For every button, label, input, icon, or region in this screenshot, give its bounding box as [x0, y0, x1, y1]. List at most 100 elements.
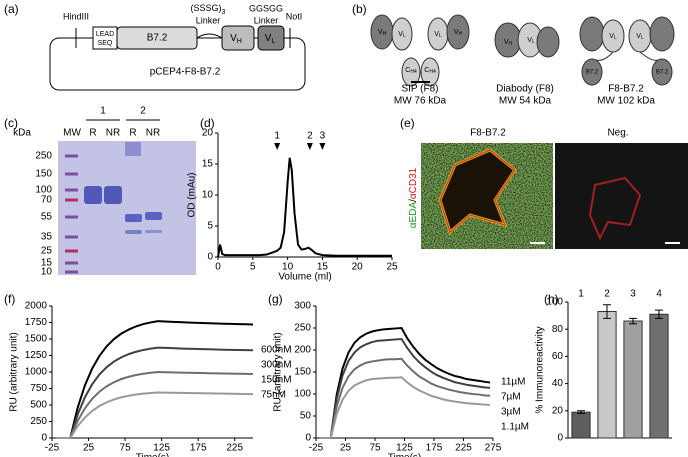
y-tick-label: 80	[552, 324, 564, 335]
panel-label: (f)	[4, 292, 15, 306]
series-label: 3µM	[501, 407, 521, 418]
gel-band	[145, 212, 162, 220]
category-label: 4	[656, 289, 662, 300]
domain-main: V	[398, 31, 403, 38]
series-label: 75nM	[261, 390, 286, 401]
x-tick-label: 15	[317, 262, 329, 273]
gel-band	[125, 230, 142, 234]
series-label: 7µM	[501, 392, 521, 403]
domain-shape	[579, 16, 605, 52]
ladder-label: 55	[41, 212, 53, 223]
group-label: 2	[140, 106, 146, 117]
domain-label: B7.2	[586, 70, 599, 76]
series-label: 300nM	[261, 360, 292, 371]
domain-shape	[536, 26, 560, 58]
domain-label: VH	[504, 39, 513, 47]
peak-marker-label: 2	[307, 131, 313, 142]
panel-label: (d)	[200, 116, 215, 130]
x-tick-label: 5	[250, 262, 256, 273]
bar	[623, 320, 643, 439]
peak-marker-label: 3	[320, 131, 326, 142]
panel-label: (h)	[544, 292, 559, 306]
x-tick-label: -25	[309, 443, 324, 454]
panel-a: (a) HindIII LEAD SEQ B7.2 (SSSG)3 Linker…	[4, 2, 306, 91]
peak-marker	[274, 143, 281, 150]
domain-sub: L	[614, 35, 617, 41]
lead-label: SEQ	[98, 40, 113, 47]
lane-label: R	[89, 128, 96, 139]
domain-main: V	[378, 29, 383, 36]
x-tick-label: 75	[120, 443, 132, 454]
y-tick-label: 1500	[25, 334, 48, 345]
panel-b: (b) VH VL VL VH CH4 CH4 SIP (F8) MW 76 k…	[352, 2, 675, 107]
image-title: Neg.	[607, 128, 628, 139]
ladder-band	[65, 261, 78, 265]
y-tick-label: 0	[305, 433, 311, 444]
x-tick-label: 10	[282, 262, 294, 273]
linker-label: Linker	[254, 15, 279, 25]
lane-label: MW	[63, 128, 81, 139]
y-tick-label: 10	[202, 190, 214, 201]
x-tick-label: 25	[83, 443, 95, 454]
error-bar	[577, 410, 585, 415]
ladder-band	[65, 188, 78, 192]
peak-marker	[306, 143, 313, 150]
x-tick-label: 75	[369, 443, 381, 454]
series-label: 600nM	[261, 345, 292, 356]
y-tick-label: 750	[30, 383, 47, 394]
micrograph	[555, 143, 688, 249]
ladder-label: 35	[41, 232, 53, 243]
bar	[571, 411, 591, 439]
panel-label: (g)	[268, 292, 283, 306]
construct-name: SIP (F8)	[401, 84, 438, 95]
y-tick-label: 250	[30, 416, 47, 427]
domain-shape	[649, 16, 675, 52]
domain-label: VL	[527, 37, 535, 45]
domain-sub: L	[532, 39, 535, 45]
domain-label: VH	[454, 29, 463, 37]
y-axis-label: OD (mAu)	[187, 173, 198, 218]
gel-band	[145, 230, 162, 233]
domain-sub: H4	[410, 69, 417, 75]
construct-mw: MW 102 kDa	[597, 96, 655, 107]
y-axis-label: RU (arbitrary unit)	[9, 332, 20, 411]
error-bar	[629, 317, 637, 325]
y-tick-label: 100	[294, 389, 311, 400]
lane-label: NR	[146, 128, 160, 139]
domain-label: VL	[636, 33, 644, 41]
x-axis-label: Volume (ml)	[278, 272, 331, 283]
bar	[597, 311, 617, 439]
y-axis-label: RU (arbitrary unit)	[273, 332, 284, 411]
x-tick-label: 125	[153, 443, 170, 454]
y-tick-label: 250	[294, 323, 311, 334]
x-tick-label: 275	[485, 443, 502, 454]
y-tick-label: 15	[202, 159, 214, 170]
domain-label: VL	[398, 31, 406, 39]
ladder-label: 25	[41, 246, 53, 257]
site-label: HindIII	[63, 11, 89, 21]
panel-label: (c)	[4, 116, 18, 130]
gel-band	[104, 186, 122, 204]
lane-label: NR	[106, 128, 120, 139]
y-tick-label: 5	[207, 221, 213, 232]
data-line	[55, 391, 254, 439]
domain-main: V	[636, 33, 641, 40]
y-tick-label: 40	[552, 378, 564, 389]
group-label: 1	[100, 106, 106, 117]
y-tick-label: 60	[552, 351, 564, 362]
ladder-band	[65, 215, 78, 219]
category-label: 2	[604, 289, 610, 300]
ladder-label: 250	[35, 151, 52, 162]
series-label: 150nM	[261, 375, 292, 386]
y-tick-label: 0	[41, 433, 47, 444]
series-label: 1.1µM	[501, 422, 529, 433]
domain-label: B7.2	[656, 70, 669, 76]
stain-sep: /	[408, 199, 419, 202]
domain-label: CH4	[405, 67, 417, 75]
data-line	[318, 337, 491, 439]
vessel-edge	[439, 149, 516, 233]
ladder-band	[65, 270, 78, 274]
gel-smear	[125, 142, 141, 156]
